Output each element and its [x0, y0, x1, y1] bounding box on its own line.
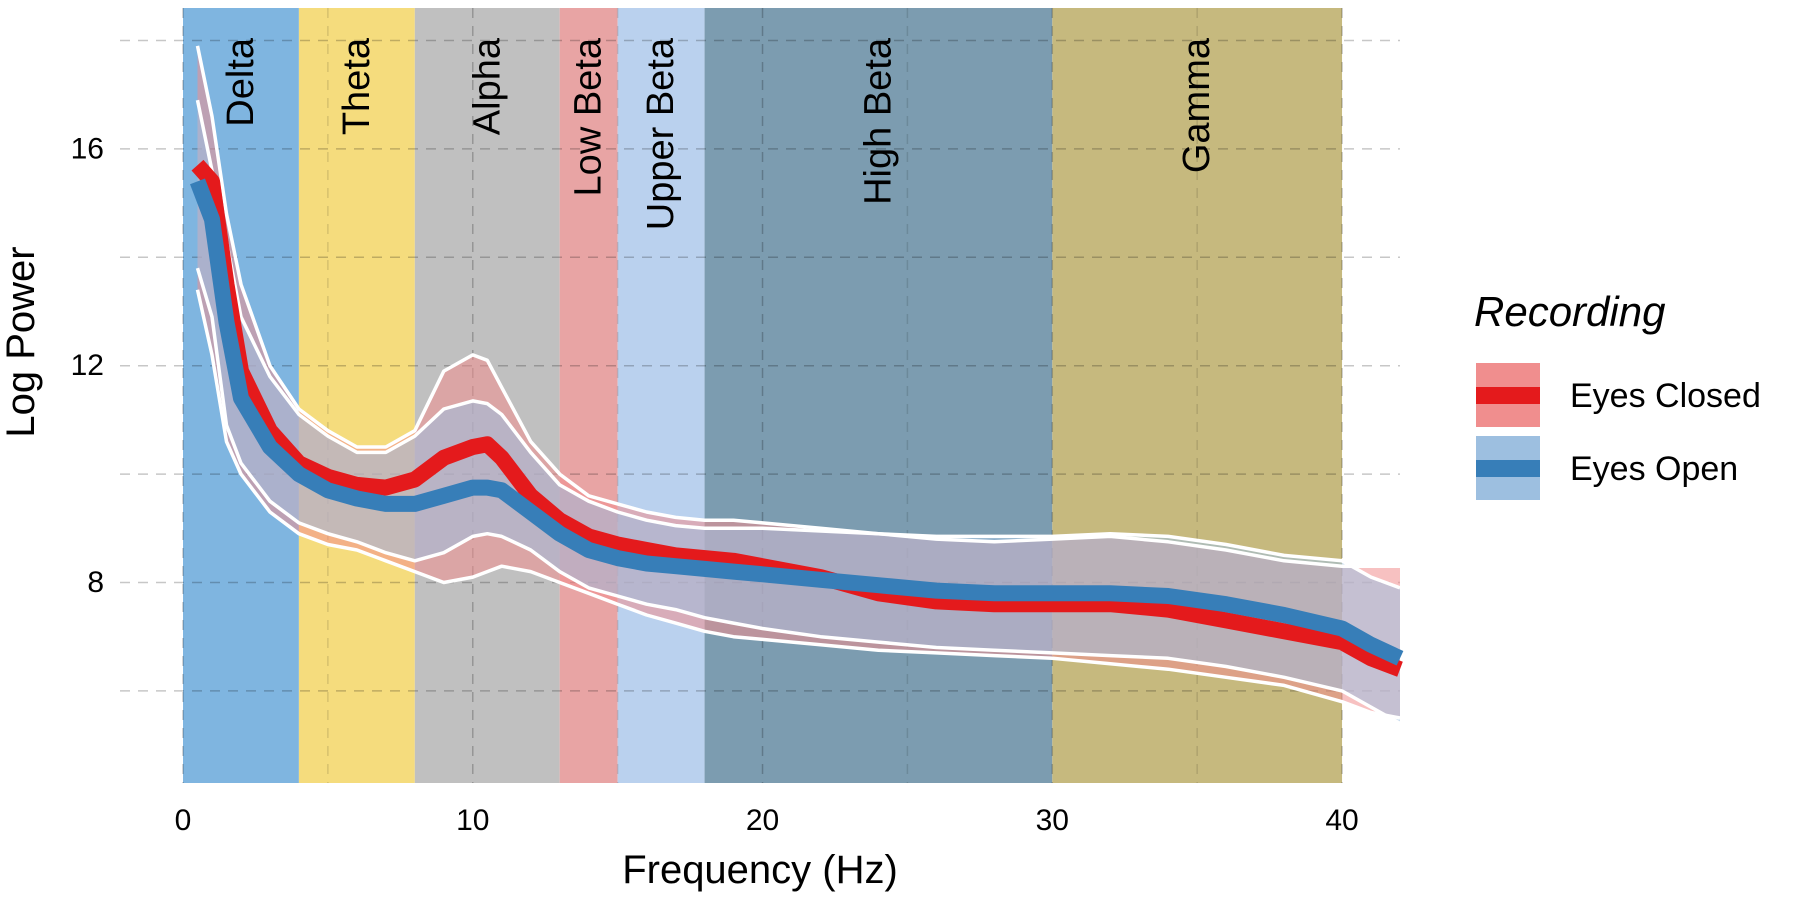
x-axis-ticks: 0 10 20 30 40: [175, 804, 1359, 837]
legend-item-eyes-closed: Eyes Closed: [1476, 363, 1761, 427]
band-low-beta: [559, 8, 618, 783]
gridlines: [120, 8, 1400, 783]
legend-label-eyes-closed: Eyes Closed: [1570, 377, 1761, 415]
series-ribbons: [190, 45, 1404, 725]
band-label-delta: Delta: [220, 37, 262, 127]
x-tick-label: 20: [746, 804, 779, 837]
y-tick-label: 8: [87, 566, 104, 599]
x-axis-title: Frequency (Hz): [622, 848, 898, 892]
frequency-bands: [183, 8, 1343, 783]
band-label-alpha: Alpha: [466, 37, 508, 135]
band-label-theta: Theta: [336, 37, 378, 135]
x-tick-label: 10: [456, 804, 489, 837]
lower-bound-eyes-closed: [195, 289, 1401, 720]
legend-key-line-eyes-closed: [1476, 387, 1540, 404]
legend-item-eyes-open: Eyes Open: [1476, 436, 1738, 500]
legend-key-line-eyes-open: [1476, 460, 1540, 477]
band-label-high-beta: High Beta: [857, 37, 899, 205]
x-tick-label: 30: [1036, 804, 1069, 837]
ribbon-eyes-open: [197, 100, 1400, 724]
band-label-low-beta: Low Beta: [568, 37, 610, 196]
upper-bound-eyes-open: [195, 99, 1401, 590]
x-tick-label: 0: [175, 804, 192, 837]
upper-bound-eyes-closed: [195, 45, 1400, 568]
band-theta: [298, 8, 415, 783]
mean-line-eyes-closed: [191, 159, 1403, 677]
mean-line-eyes-open: [190, 178, 1404, 666]
y-tick-label: 12: [71, 349, 104, 382]
band-upper-beta: [617, 8, 705, 783]
legend-title: Recording: [1474, 288, 1665, 335]
y-axis-title: Log Power: [0, 246, 43, 437]
y-tick-label: 16: [71, 132, 104, 165]
x-tick-label: 40: [1325, 804, 1358, 837]
band-label-upper-beta: Upper Beta: [640, 37, 682, 230]
legend: Recording Eyes Closed Eyes Open: [1474, 288, 1761, 500]
lower-bound-eyes-open: [195, 267, 1401, 725]
legend-label-eyes-open: Eyes Open: [1570, 450, 1738, 488]
band-labels: Delta Theta Alpha Low Beta Upper Beta High Be…: [220, 37, 1218, 230]
band-label-gamma: Gamma: [1176, 37, 1218, 173]
y-axis-ticks: 8 12 16: [71, 132, 104, 599]
